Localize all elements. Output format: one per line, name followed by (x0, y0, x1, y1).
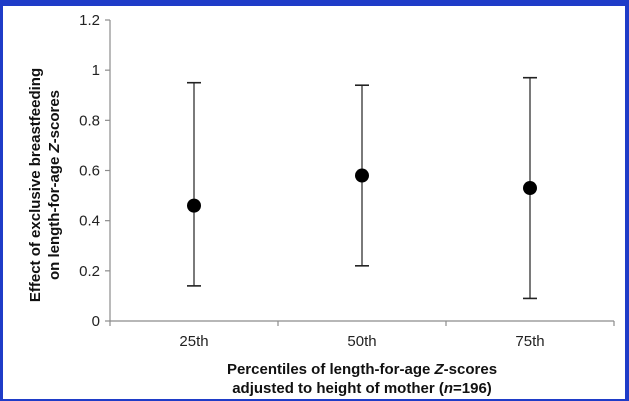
y-tick-label: 1.2 (79, 12, 100, 29)
x-axis-title: Percentiles of length-for-age Z-scores a… (227, 361, 497, 397)
y-axis-title-line1: Effect of exclusive breastfeeding (27, 68, 44, 302)
data-point (355, 168, 369, 183)
data-point (523, 181, 537, 196)
x-tick-label: 25th (179, 333, 208, 350)
svg-text:Effect of exclusive breastfeed: Effect of exclusive breastfeeding (27, 68, 44, 302)
y-tick-label: 0 (92, 313, 100, 330)
plot-area: 0 0.2 0.4 0.6 0.8 1 1.2 25th 50th 75th (79, 12, 615, 350)
y-axis-title: Effect of exclusive breastfeeding on len… (27, 68, 63, 302)
x-axis-title-line2: adjusted to height of mother (n=196) (232, 380, 492, 397)
y-axis-title-line2: on length-for-age Z-scores (46, 90, 63, 280)
x-axis-title-line1: Percentiles of length-for-age Z-scores (227, 361, 497, 378)
y-tick-label: 0.2 (79, 263, 100, 280)
x-tick-label: 50th (347, 333, 376, 350)
x-tick-label: 75th (515, 333, 544, 350)
y-tick-label: 0.4 (79, 213, 100, 230)
data-point (187, 198, 201, 213)
y-tick-label: 1 (92, 62, 100, 79)
y-tick-label: 0.6 (79, 163, 100, 180)
y-tick-label: 0.8 (79, 112, 100, 129)
